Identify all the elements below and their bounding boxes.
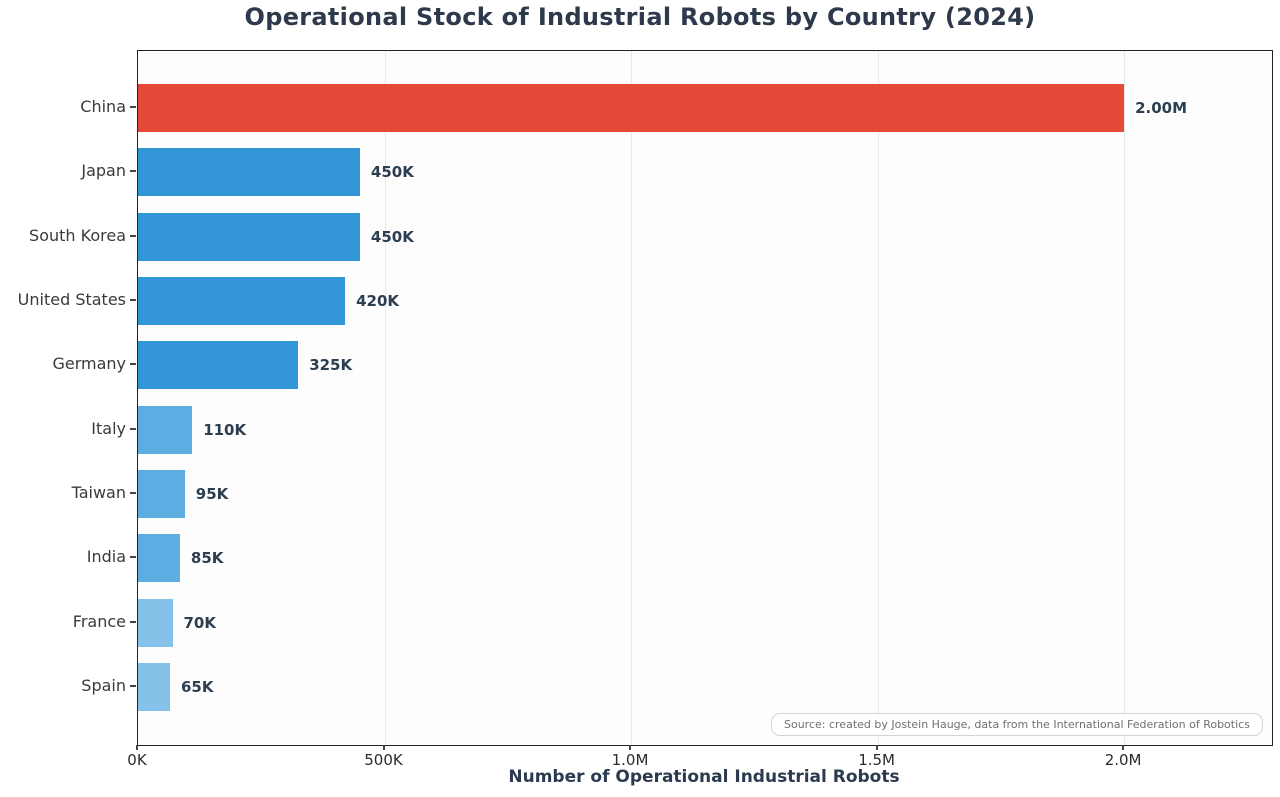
value-label: 65K (181, 678, 214, 696)
bar-france (138, 598, 173, 647)
y-tick-mark (130, 106, 136, 108)
x-tick-mark (136, 745, 138, 750)
plot-area: 2.00M 450K 450K 420K 325K 110K 95K 85K 70K 65K Sou… (137, 50, 1273, 746)
y-tick-label: Japan (81, 161, 126, 181)
y-tick-label: Germany (52, 354, 126, 374)
value-label: 420K (356, 292, 400, 310)
bar-china (138, 84, 1125, 132)
x-tick-label: 1.0M (611, 751, 649, 769)
y-tick-label: India (86, 547, 126, 567)
x-tick-label: 1.5M (858, 751, 895, 769)
y-tick-mark (130, 363, 136, 366)
source-note: Source: created by Jostein Hauge, data f… (771, 713, 1263, 736)
x-tick-mark (875, 745, 878, 750)
y-tick-label: Spain (81, 676, 126, 695)
gridline (631, 51, 632, 745)
y-tick-mark (130, 556, 136, 559)
x-axis-label: Number of Operational Industrial Robots (508, 767, 900, 787)
gridline (877, 51, 879, 745)
value-label: 325K (309, 356, 353, 375)
x-tick-label: 2.0M (1104, 751, 1142, 769)
bar-japan (138, 148, 360, 197)
bar-germany (138, 341, 299, 390)
y-tick-mark (130, 685, 136, 687)
y-tick-mark (130, 170, 136, 173)
x-tick-label: 0K (127, 751, 147, 769)
value-label: 95K (195, 485, 229, 503)
y-tick-label: France (72, 611, 126, 631)
gridline (1124, 51, 1126, 745)
value-label: 450K (370, 163, 414, 182)
y-tick-mark (130, 492, 136, 494)
y-tick-mark (130, 427, 136, 430)
bar-united-states (138, 277, 346, 325)
y-tick-mark (130, 234, 136, 237)
x-tick-label: 500K (364, 751, 403, 769)
value-label: 450K (370, 227, 414, 246)
value-label: 70K (183, 613, 217, 632)
value-label: 110K (203, 420, 247, 439)
x-tick-mark (629, 745, 631, 750)
y-tick-mark (130, 620, 136, 623)
bar-taiwan (138, 470, 185, 518)
bar-south-korea (138, 212, 360, 261)
chart-title: Operational Stock of Industrial Robots b… (244, 3, 1036, 31)
y-tick-label: United States (17, 290, 126, 309)
y-tick-label: Taiwan (71, 483, 126, 502)
x-tick-mark (1122, 745, 1125, 750)
bar-italy (138, 405, 193, 454)
bar-india (138, 534, 180, 583)
gridline (384, 51, 386, 745)
y-tick-label: Italy (91, 418, 126, 438)
y-tick-label: South Korea (29, 225, 126, 245)
y-tick-mark (130, 299, 136, 301)
y-tick-label: China (80, 97, 126, 116)
bar-spain (138, 663, 170, 711)
value-label: 2.00M (1135, 99, 1188, 117)
x-tick-mark (382, 745, 385, 750)
value-label: 85K (190, 549, 224, 568)
